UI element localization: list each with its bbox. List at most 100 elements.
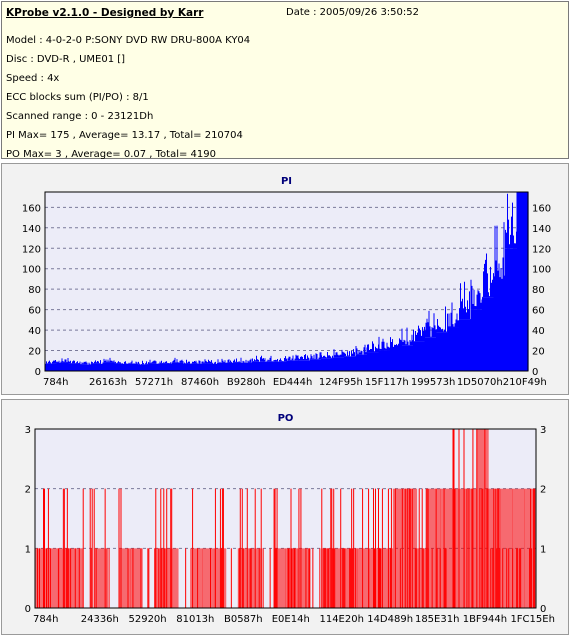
x-tick-label: 57271h (135, 377, 173, 388)
po-bar (58, 548, 72, 608)
y-tick-label-left: 160 (22, 203, 41, 214)
pi-bar (68, 363, 81, 371)
x-tick-label: 114E20h (319, 614, 363, 625)
speed-line: Speed : 4x (6, 73, 60, 84)
y-tick-label-right: 140 (532, 224, 551, 235)
x-tick-label: 87460h (181, 377, 219, 388)
scan-date: Date : 2005/09/26 3:50:52 (286, 7, 419, 18)
po-bar (404, 488, 418, 608)
y-tick-label-left: 2 (25, 485, 31, 496)
x-tick-label: 14D489h (367, 614, 413, 625)
x-tick-label: 199573h (411, 377, 456, 388)
y-tick-label-right: 60 (532, 306, 545, 317)
y-tick-label-right: 20 (532, 347, 545, 358)
po-bar (70, 548, 84, 608)
disc-line: Disc : DVD-R , UME01 [] (6, 54, 126, 65)
pi-bar (148, 363, 161, 371)
plot-frame (44, 191, 529, 372)
plot-frame (34, 428, 537, 609)
y-tick-label-left: 3 (25, 425, 31, 436)
pi-bar (505, 248, 518, 371)
x-tick-label: B9280h (227, 377, 266, 388)
y-tick-label-left: 40 (28, 326, 41, 337)
po-bar (118, 548, 131, 608)
pi-bar (79, 364, 92, 371)
po-bar (464, 488, 477, 608)
po-bar (392, 488, 406, 608)
x-tick-label: 1FC15Eh (510, 614, 554, 625)
x-tick-label: 15F117h (365, 377, 409, 388)
po-bar (500, 488, 513, 608)
po-chart-panel: 0 0 1 1 2 2 3 3 PO 784h 24336h 52920h 81013h B0587h E0… (1, 399, 569, 635)
pi-bar (413, 341, 426, 371)
pi-bar (378, 350, 391, 371)
pi-bar (137, 364, 150, 371)
chart-title: PI (281, 176, 292, 187)
range-line: Scanned range : 0 - 23121Dh (6, 111, 154, 122)
pi-bar (321, 358, 334, 371)
po-bar (202, 548, 215, 608)
pi-bar (275, 361, 288, 371)
pi-bar (56, 362, 69, 371)
x-tick-label: 81013h (176, 614, 214, 625)
pi-bar (252, 361, 265, 371)
pi-bar (459, 319, 472, 371)
info-header: KProbe v2.1.0 - Designed by Karr Date : … (1, 1, 569, 160)
po-chart: 0 0 1 1 2 2 3 3 PO 784h 24336h 52920h 81013h B0587h E0… (25, 413, 555, 625)
po-bar (512, 488, 525, 608)
x-tick-label: 52920h (128, 614, 166, 625)
pi-bar (194, 363, 207, 371)
pi-bar (482, 297, 495, 371)
x-tick-label: 1BF944h (463, 614, 507, 625)
pi-bar (263, 361, 276, 371)
x-tick-label: 185E31h (415, 614, 459, 625)
po-bar (166, 548, 179, 608)
pi-bar (367, 352, 380, 371)
y-tick-label-right: 120 (532, 244, 551, 255)
pi-bar (102, 362, 115, 371)
series-pi (45, 192, 529, 371)
po-bar (357, 548, 370, 608)
y-tick-label-left: 80 (28, 285, 41, 296)
y-tick-label-right: 80 (532, 285, 545, 296)
po-bar (35, 548, 48, 608)
pi-bar (516, 192, 529, 371)
y-tick-label-left: 100 (22, 265, 41, 276)
pi-bar (125, 363, 138, 371)
pi-bar (298, 360, 311, 371)
pi-bar (229, 362, 242, 371)
x-tick-label: E0E14h (272, 614, 310, 625)
y-tick-label-right: 3 (540, 425, 546, 436)
pi-bar (401, 345, 414, 371)
pi-bar (493, 278, 506, 371)
pi-bar (309, 359, 322, 371)
y-tick-label-left: 1 (25, 544, 31, 555)
pi-bar (286, 360, 299, 371)
x-tick-label: 124F95h (319, 377, 363, 388)
pi-bar (183, 363, 196, 371)
series-po (35, 429, 537, 608)
pi-bar (424, 337, 437, 371)
pi-bar (171, 362, 184, 371)
chart-title: PO (278, 413, 294, 424)
pi-bar (355, 354, 368, 371)
y-tick-label-right: 0 (540, 604, 546, 615)
y-tick-label-right: 40 (532, 326, 545, 337)
app-title: KProbe v2.1.0 - Designed by Karr (6, 7, 204, 19)
y-tick-label-right: 2 (540, 485, 546, 496)
pi-bar (91, 363, 104, 371)
y-tick-label-left: 20 (28, 347, 41, 358)
pi-bar (470, 309, 483, 371)
x-tick-label: B0587h (224, 614, 263, 625)
po-bar (190, 548, 203, 608)
pi-chart: 0 0 20 20 40 40 60 60 80 80 100 100 120 120 140 140 160 1… (22, 176, 551, 388)
pi-bar (217, 362, 230, 371)
x-tick-label: 24336h (81, 614, 119, 625)
y-tick-label-right: 160 (532, 203, 551, 214)
po-stats-line: PO Max= 3 , Average= 0.07 , Total= 4190 (6, 149, 216, 160)
y-tick-label-left: 0 (35, 367, 41, 378)
pi-bar (436, 332, 449, 371)
po-bar (130, 548, 143, 608)
po-bar (94, 548, 107, 608)
pi-bar (390, 347, 403, 371)
